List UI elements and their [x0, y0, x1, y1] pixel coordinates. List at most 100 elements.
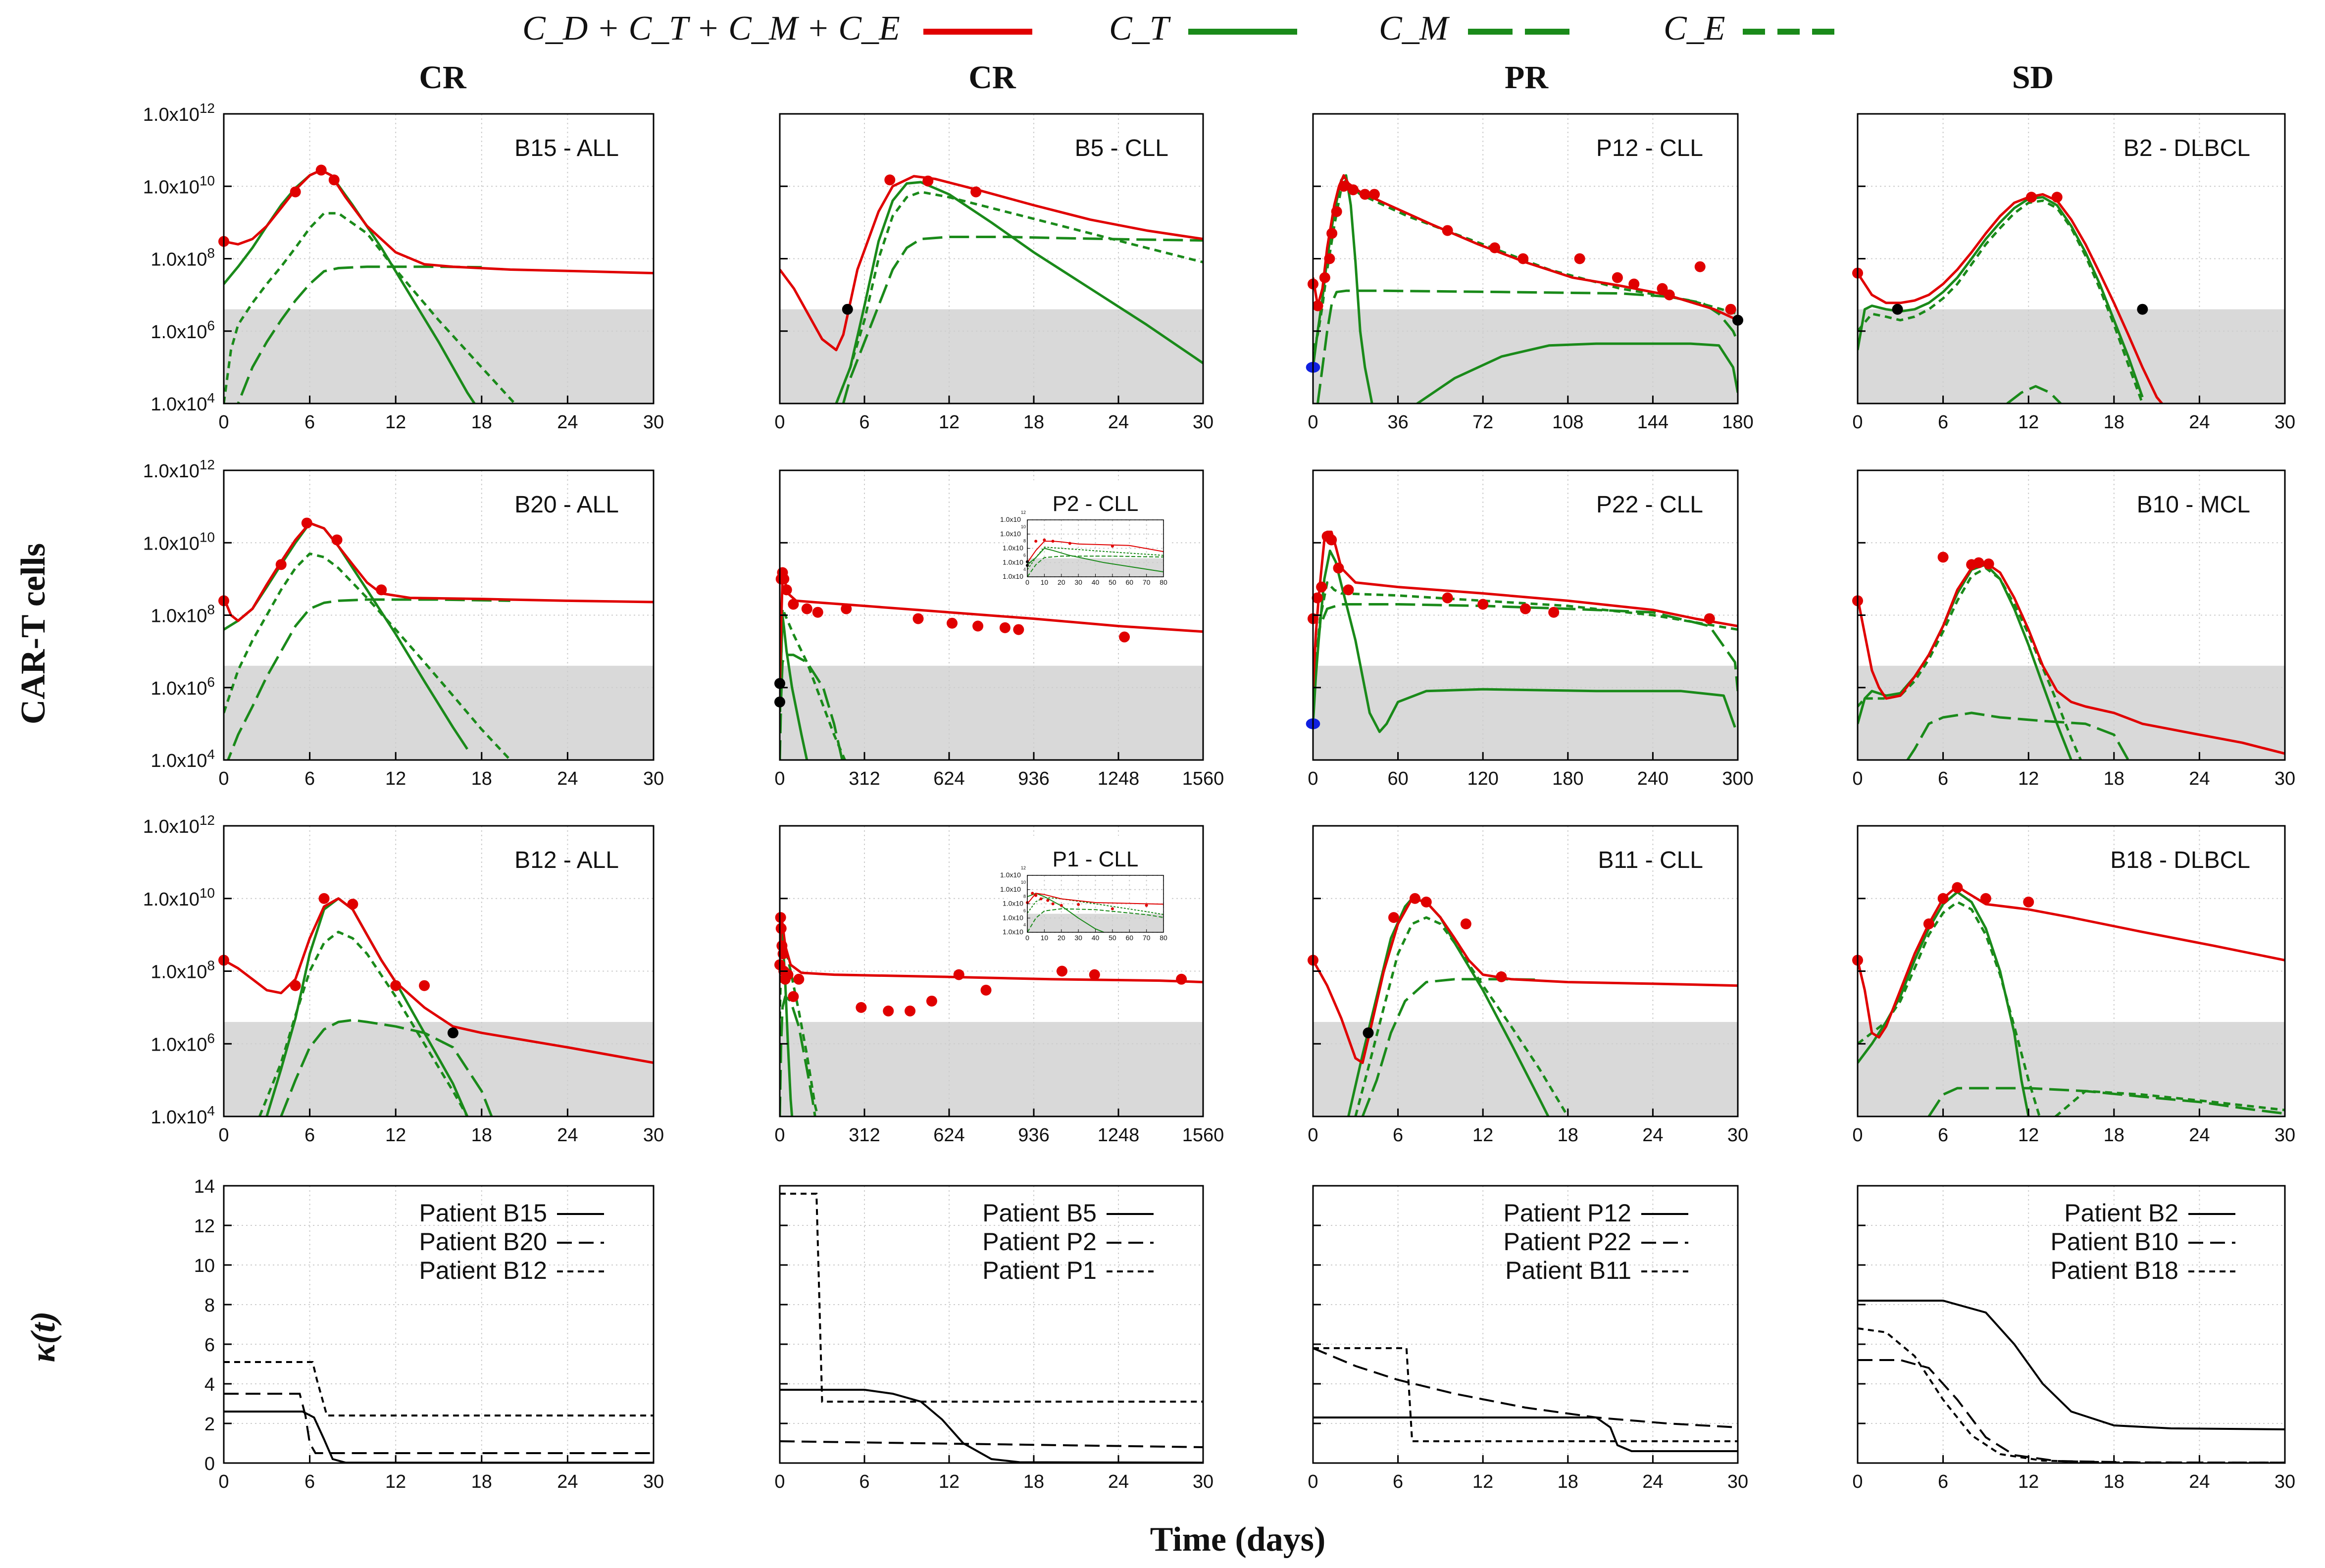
- series-cm-line: [780, 654, 844, 760]
- inset-x-tick-label: 50: [1109, 934, 1116, 942]
- cart-panel-5: 0 6 12 18 24 30 1.0x104 1.0x106 1.0x108 1.0x1010 1…: [143, 457, 664, 789]
- data-point: [1119, 631, 1130, 643]
- x-tick-label: 624: [933, 768, 964, 789]
- x-tick-label: 30: [1193, 412, 1213, 433]
- column-title-3: PR: [1505, 59, 1549, 96]
- series-cm-line: [280, 1018, 493, 1116]
- x-tick-label: 30: [1193, 1471, 1213, 1492]
- data-point: [1324, 253, 1335, 264]
- y-tick-label: 1.0x108: [151, 958, 215, 983]
- y-tick-label: 1.0x108: [151, 602, 215, 627]
- plot-frame: [223, 1185, 655, 1464]
- data-point: [1319, 272, 1330, 283]
- x-tick-label: 0: [774, 412, 785, 433]
- data-point: [419, 980, 430, 991]
- x-tick-label: 18: [2104, 412, 2124, 433]
- data-point: [1312, 592, 1323, 604]
- y-tick-label: 10: [194, 1256, 215, 1276]
- detection-limit-region: [1858, 665, 2285, 760]
- column-title-2: CR: [968, 59, 1016, 96]
- x-tick-label: 1248: [1098, 768, 1140, 789]
- x-tick-label: 0: [218, 768, 229, 789]
- series-total-line: [224, 169, 654, 275]
- series-total-line: [780, 175, 1203, 352]
- x-tick-label: 30: [2274, 1125, 2295, 1146]
- detection-limit-region: [224, 1022, 654, 1116]
- panel-title: B2 - DLBCL: [2123, 135, 2250, 161]
- data-point: [1937, 893, 1949, 904]
- panels: 0 6 12 18 24 30 1.0x1041.0x1061.0x1081.0x10101…: [143, 101, 2295, 1492]
- data-point: [926, 995, 937, 1007]
- x-tick-label: 18: [2104, 1125, 2124, 1146]
- data-point: [331, 534, 343, 546]
- x-tick-label: 0: [218, 1471, 229, 1492]
- plot-frame: [1312, 1185, 1739, 1464]
- series-ce-line: [1027, 897, 1163, 915]
- x-tick-label: 24: [557, 1125, 578, 1146]
- inset-x-tick-label: 60: [1125, 934, 1133, 942]
- x-tick-label: 30: [1727, 1471, 1748, 1492]
- data-point: [1937, 552, 1949, 563]
- data-point: [1043, 538, 1046, 542]
- series-ce-line: [780, 607, 846, 760]
- x-tick-label: 30: [2274, 1471, 2295, 1492]
- y-tick-label: 14: [194, 1176, 215, 1197]
- inset-title: P2 - CLL: [1053, 492, 1139, 516]
- series-total-line: [224, 897, 654, 1064]
- x-tick-label: 12: [2018, 1125, 2039, 1146]
- data-point: [912, 613, 924, 624]
- series-total-line: [1027, 541, 1163, 563]
- kappa-legend-label: Patient B2: [2064, 1199, 2178, 1227]
- x-axis-label: Time (days): [1150, 1520, 1326, 1559]
- x-tick-label: 6: [1393, 1125, 1403, 1146]
- y-tick-label: 1.0x1010: [1000, 524, 1026, 538]
- x-tick-label: 0: [774, 1471, 785, 1492]
- x-tick-label: 312: [849, 768, 880, 789]
- data-point: [999, 622, 1011, 633]
- panel-title: B11 - CLL: [1598, 847, 1703, 873]
- x-tick-label: 144: [1637, 412, 1668, 433]
- data-point: [884, 174, 896, 186]
- y-tick-label: 1.0x1010: [143, 173, 215, 198]
- x-tick-label: 12: [939, 1471, 960, 1492]
- series-ct-line: [1858, 563, 2072, 760]
- x-tick-label: 24: [557, 1471, 578, 1492]
- inset-x-tick-label: 80: [1160, 934, 1167, 942]
- detection-limit-region: [224, 309, 654, 404]
- data-point: [1111, 545, 1114, 548]
- kappa-series-line: [224, 1361, 654, 1416]
- y-tick-label: 1.0x1012: [1000, 510, 1026, 523]
- y-tick-label: 1.0x1010: [143, 529, 215, 554]
- data-point: [970, 186, 982, 198]
- x-tick-label: 30: [2274, 412, 2295, 433]
- data-point: [953, 969, 964, 980]
- series-cm-line: [2006, 385, 2063, 404]
- x-tick-label: 18: [471, 1471, 492, 1492]
- kappa-series-line: [779, 1440, 1204, 1448]
- x-tick-label: 12: [2018, 1471, 2039, 1492]
- inset-x-tick-label: 0: [1025, 934, 1029, 942]
- x-tick-label: 6: [1938, 412, 1948, 433]
- inset-x-tick-label: 40: [1092, 934, 1100, 942]
- kappa-legend-label: Patient B15: [419, 1199, 547, 1227]
- x-tick-label: 120: [1467, 768, 1498, 789]
- x-tick-label: 30: [643, 1125, 664, 1146]
- legend-entry-cm: C_M: [1379, 9, 1450, 48]
- data-point: [1612, 272, 1623, 283]
- y-tick-label: 1.0x108: [151, 246, 215, 270]
- kappa-series-line: [780, 1389, 1204, 1464]
- panel-title: B10 - MCL: [2137, 492, 2250, 518]
- x-tick-label: 6: [304, 412, 315, 433]
- data-point: [1326, 534, 1337, 546]
- series-group: [1027, 541, 1163, 577]
- inset-x-tick-label: 0: [1025, 578, 1029, 586]
- detection-limit-region: [780, 1022, 1203, 1116]
- data-point: [922, 175, 934, 187]
- data-point: [1496, 971, 1507, 982]
- y-tick-label: 1.0x104: [1003, 567, 1026, 580]
- plot-frame: [1857, 1185, 2286, 1464]
- series-cm-line: [1027, 556, 1163, 577]
- cart-panel-11: 0 6 12 18 24 30 B11 - CLL: [1308, 825, 1748, 1146]
- series-cm-line: [1927, 1087, 2285, 1116]
